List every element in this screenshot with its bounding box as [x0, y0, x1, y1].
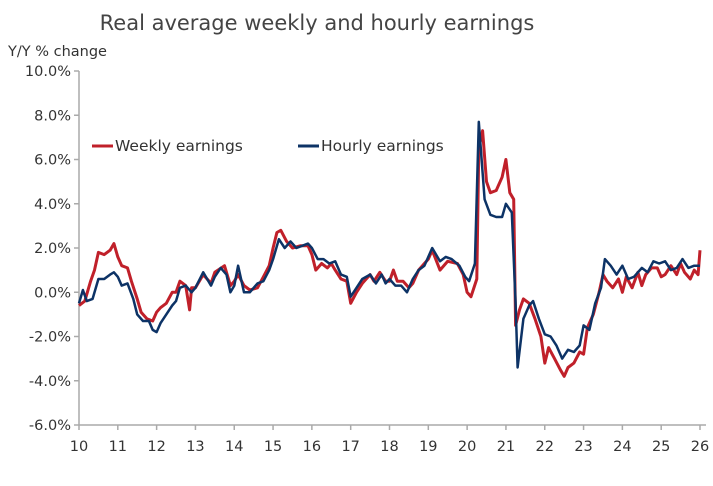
x-tick-label: 19	[419, 439, 437, 455]
series-lines	[77, 120, 702, 378]
x-tick-label: 21	[497, 439, 515, 455]
x-tick-label: 13	[186, 439, 204, 455]
y-tick-label: 0.0%	[34, 285, 71, 301]
legend-label-weekly: Weekly earnings	[115, 137, 243, 155]
x-tick-label: 14	[225, 439, 243, 455]
y-tick-label: 6.0%	[34, 153, 71, 169]
x-tick-label: 20	[458, 439, 476, 455]
x-tick-label: 15	[264, 439, 282, 455]
x-axis: 10 11 12 13 14 15 16 17 18 19 20 21 22 23 24 25 26	[70, 424, 709, 455]
x-tick-label: 10	[70, 439, 88, 455]
weekly-earnings-line	[78, 129, 702, 378]
legend: Weekly earnings Hourly earnings	[92, 137, 444, 155]
y-tick-label: 2.0%	[34, 241, 71, 257]
y-tick-label: 8.0%	[34, 108, 71, 124]
x-tick-label: 25	[652, 439, 670, 455]
x-tick-label: 24	[613, 439, 631, 455]
y-tick-label: 10.0%	[25, 64, 71, 80]
y-tick-label: -2.0%	[29, 330, 71, 346]
x-tick-label: 11	[109, 439, 127, 455]
y-tick-label: 4.0%	[34, 197, 71, 213]
legend-label-hourly: Hourly earnings	[321, 137, 444, 155]
x-tick-label: 23	[574, 439, 592, 455]
y-axis-label: Y/Y % change	[7, 44, 107, 60]
x-tick-label: 26	[691, 439, 709, 455]
x-tick-label: 17	[341, 439, 359, 455]
x-tick-label: 22	[536, 439, 554, 455]
x-tick-label: 18	[380, 439, 398, 455]
x-tick-label: 16	[303, 439, 321, 455]
x-tick-label: 12	[147, 439, 165, 455]
y-tick-label: -4.0%	[29, 374, 71, 390]
hourly-earnings-line	[77, 120, 700, 369]
chart-title: Real average weekly and hourly earnings	[100, 11, 535, 35]
y-axis: 10.0% 8.0% 6.0% 4.0% 2.0% 0.0% -2.0% -4.0% -6.0%	[25, 64, 80, 434]
y-tick-label: -6.0%	[29, 418, 71, 434]
